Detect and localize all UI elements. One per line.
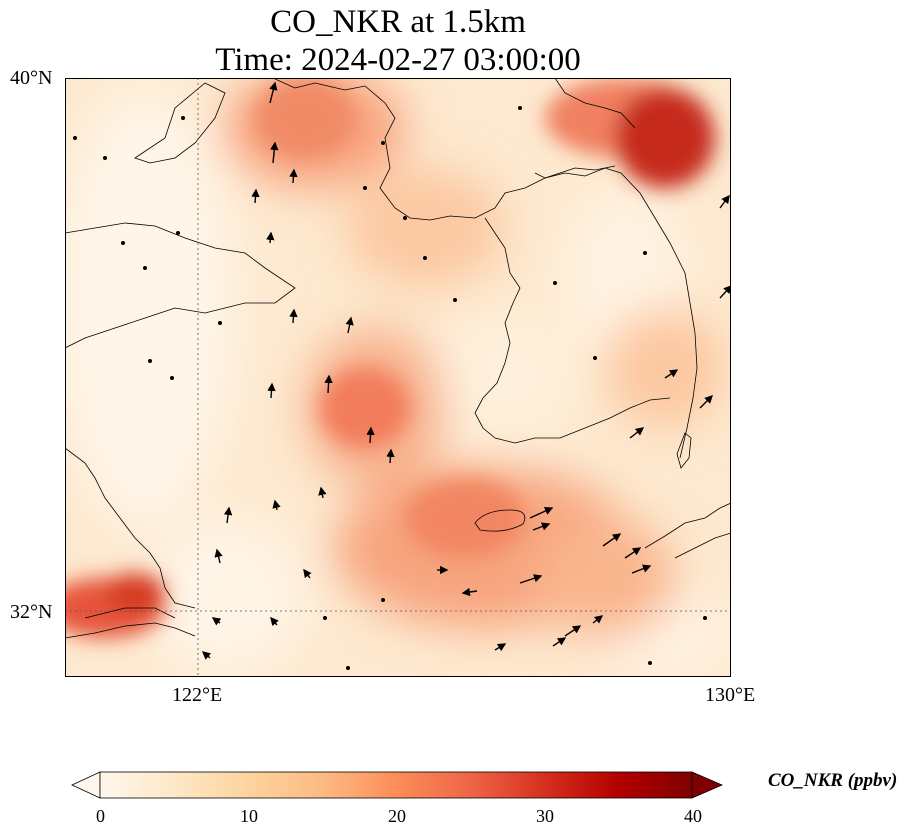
colorbar-tick-0: 0: [96, 806, 105, 826]
colorbar-tick-20: 20: [388, 806, 406, 826]
wind-vectors: [201, 81, 731, 660]
lon-label-130e: 130°E: [705, 684, 756, 706]
map-title: CO_NKR at 1.5km: [270, 4, 526, 40]
lat-label-32n: 32°N: [10, 601, 53, 623]
colorbar-gradient: [99, 771, 693, 799]
map-time-subtitle: Time: 2024-02-27 03:00:00: [215, 42, 581, 78]
map-border: [65, 78, 731, 677]
colorbar: [71, 771, 724, 799]
colorbar-extend-max: [691, 771, 724, 799]
map-panel: [65, 78, 731, 677]
colorbar-title: CO_NKR (ppbv): [768, 770, 898, 791]
colorbar-extend-min: [71, 771, 101, 799]
coastlines: [65, 78, 731, 639]
colorbar-tick-40: 40: [684, 806, 702, 826]
colorbar-tick-10: 10: [240, 806, 258, 826]
co-concentration-field: [65, 78, 731, 677]
lon-label-122e: 122°E: [172, 684, 223, 706]
colorbar-tick-30: 30: [536, 806, 554, 826]
wind-vectors-small: [73, 106, 707, 670]
lat-label-40n: 40°N: [10, 67, 53, 89]
